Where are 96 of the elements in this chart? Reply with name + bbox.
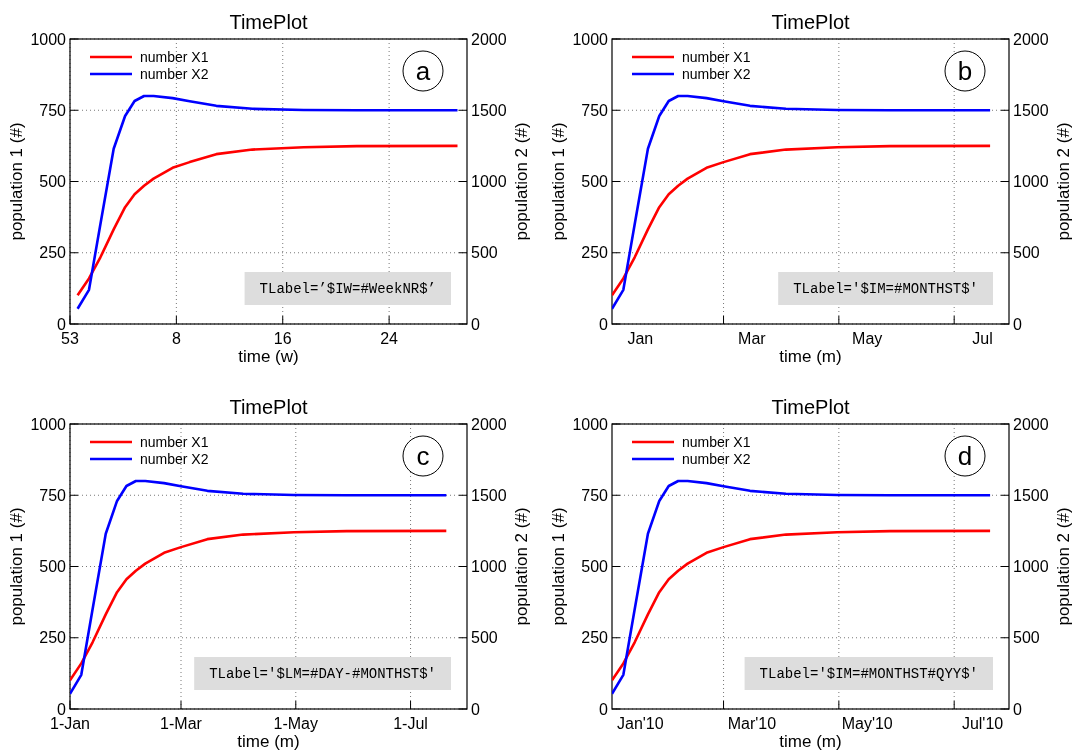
y-tick-label: 500 [581, 173, 609, 191]
x-axis-title: time (w) [238, 347, 299, 366]
line-series [612, 144, 992, 297]
x-tick-label: 16 [273, 330, 292, 347]
y-tick-label: 1000 [572, 415, 609, 433]
y-tick-label: 500 [581, 558, 609, 576]
legend-label: number X2 [682, 65, 751, 82]
annotation: TLabel=’$IW=#WeekNR$’ [259, 281, 437, 298]
x-tick-label: Jul'10 [961, 715, 1004, 732]
annotation: TLabel='$IM=#MONTHST#QYY$' [759, 666, 979, 683]
legend-label: number X1 [140, 433, 209, 450]
y-axis-title: population 1 (#) [549, 122, 568, 241]
x-tick-label: May [852, 330, 883, 347]
x-tick-label: 24 [380, 330, 399, 347]
y-tick-label: 750 [39, 101, 67, 119]
y2-tick-label: 2000 [1013, 30, 1049, 48]
y-tick-label: 1000 [30, 415, 67, 433]
y2-tick-label: 1000 [1013, 173, 1049, 191]
line-series [70, 479, 448, 696]
y-tick-label: 750 [581, 486, 609, 504]
annotation: c [416, 441, 430, 472]
y2-tick-label: 500 [471, 629, 498, 647]
y-tick-label: 500 [39, 173, 67, 191]
y2-tick-label: 2000 [471, 30, 507, 48]
x-tick-label: 53 [61, 330, 79, 347]
y2-tick-label: 0 [1013, 700, 1022, 718]
y2-tick-label: 1500 [471, 486, 507, 504]
line-series [612, 529, 992, 682]
legend-label: number X2 [140, 450, 209, 467]
y-tick-label: 750 [581, 101, 609, 119]
y-tick-label: 0 [57, 315, 67, 333]
legend-label: number X1 [682, 433, 751, 450]
x-tick-label: May'10 [841, 715, 893, 732]
y2-tick-label: 1000 [471, 558, 507, 576]
chart-title: TimePlot [771, 396, 851, 418]
y2-axis-title: population 2 (#) [512, 507, 531, 626]
y-tick-label: 250 [39, 629, 67, 647]
y2-tick-label: 0 [471, 315, 480, 333]
x-tick-label: 1-Mar [160, 715, 203, 732]
y-tick-label: 1000 [30, 30, 67, 48]
x-tick-label: Mar [738, 330, 767, 347]
y-tick-label: 250 [581, 629, 609, 647]
y2-axis-title: population 2 (#) [1054, 507, 1073, 626]
line-series [76, 94, 459, 311]
x-tick-label: 1-Jan [49, 715, 91, 732]
y2-axis-title: population 2 (#) [512, 122, 531, 241]
legend-label: number X2 [682, 450, 751, 467]
y2-axis-title: population 2 (#) [1054, 122, 1073, 241]
chart-title: TimePlot [771, 11, 851, 33]
line-series [612, 94, 992, 311]
y-tick-label: 250 [39, 244, 67, 262]
y2-tick-label: 500 [471, 244, 498, 262]
x-axis-title: time (m) [779, 347, 842, 366]
y-tick-label: 750 [39, 486, 67, 504]
y2-tick-label: 500 [1013, 629, 1040, 647]
y-tick-label: 0 [599, 315, 609, 333]
annotation: TLabel='$LM=#DAY-#MONTHST$' [209, 666, 437, 683]
x-tick-label: Jul [972, 330, 993, 347]
legend-label: number X1 [140, 48, 209, 65]
legend-label: number X2 [140, 65, 209, 82]
legend-label: number X1 [682, 48, 751, 65]
annotation: a [415, 56, 431, 87]
line-series [70, 529, 448, 682]
y-axis-title: population 1 (#) [7, 122, 26, 241]
y-axis-title: population 1 (#) [549, 507, 568, 626]
y2-tick-label: 1000 [1013, 558, 1049, 576]
y-tick-label: 0 [599, 700, 609, 718]
y2-tick-label: 1500 [1013, 486, 1049, 504]
y-tick-label: 1000 [572, 30, 609, 48]
y-axis-title: population 1 (#) [7, 507, 26, 626]
x-tick-label: 1-May [273, 715, 319, 732]
x-tick-label: Jan [627, 330, 654, 347]
y2-tick-label: 2000 [1013, 415, 1049, 433]
x-axis-title: time (m) [779, 732, 842, 751]
x-tick-label: 1-Jul [393, 715, 428, 732]
annotation: b [957, 56, 973, 87]
y2-tick-label: 1500 [471, 101, 507, 119]
annotation: d [957, 441, 973, 472]
y-tick-label: 0 [57, 700, 67, 718]
x-tick-label: 8 [171, 330, 181, 347]
y2-tick-label: 1000 [471, 173, 507, 191]
y-tick-label: 250 [581, 244, 609, 262]
line-series [76, 144, 459, 297]
chart-title: TimePlot [229, 396, 309, 418]
x-axis-title: time (m) [237, 732, 300, 751]
y2-tick-label: 500 [1013, 244, 1040, 262]
x-tick-label: Jan'10 [617, 715, 664, 732]
x-tick-label: Mar'10 [727, 715, 777, 732]
line-series [612, 479, 992, 696]
annotation: TLabel='$IM=#MONTHST$' [793, 281, 979, 298]
y-tick-label: 500 [39, 558, 67, 576]
y2-tick-label: 1500 [1013, 101, 1049, 119]
chart-title: TimePlot [229, 11, 309, 33]
y2-tick-label: 0 [471, 700, 480, 718]
y2-tick-label: 2000 [471, 415, 507, 433]
y2-tick-label: 0 [1013, 315, 1022, 333]
